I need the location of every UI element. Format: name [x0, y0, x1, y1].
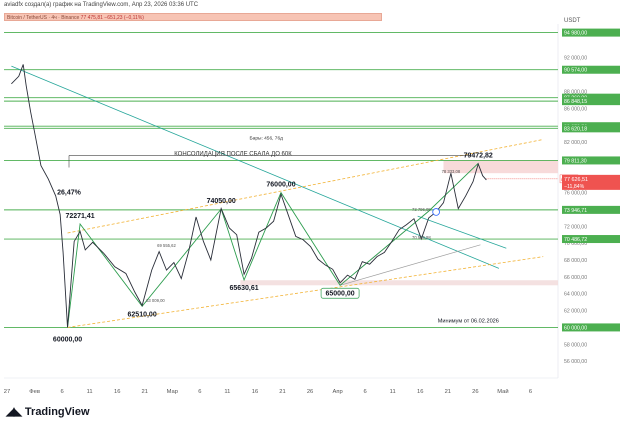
y-tick-label: 62 000,00: [564, 309, 587, 315]
channel-upper-line: [67, 139, 544, 234]
x-tick-label: 6: [529, 389, 532, 395]
wave-zigzag-line: [67, 162, 479, 328]
level-price-label: 83 620,18: [564, 126, 587, 132]
current-price-change: −11,84%: [564, 184, 585, 190]
x-tick-label: 6: [60, 389, 63, 395]
price-annotation: 62510,00: [128, 311, 157, 318]
x-tick-label: Фев: [29, 389, 40, 395]
price-annotation: 76000,00: [266, 182, 295, 189]
x-tick-label: Май: [497, 388, 508, 395]
level-price-label: 73 946,71: [564, 208, 587, 214]
small-price-label: 78 333,08: [442, 169, 461, 174]
price-annotation: 65630,61: [229, 285, 258, 292]
descending-trend-line: [11, 65, 500, 269]
x-tick-label: 21: [142, 389, 148, 395]
y-tick-label: 66 000,00: [564, 275, 587, 281]
y-tick-label: 56 000,00: [564, 359, 587, 365]
tradingview-logo: ◢◣ TradingView: [6, 405, 90, 419]
x-tick-label: 27: [4, 389, 10, 395]
channel-lower-line: [67, 256, 544, 328]
small-price-label: 63 009,00: [146, 298, 165, 303]
current-price-value: 77 626,51: [564, 177, 588, 183]
level-price-tag: [562, 235, 620, 244]
note-label: Бары: 456, 76д: [250, 135, 284, 141]
y-tick-label: 72 000,00: [564, 224, 587, 230]
axis-unit-label: USDT: [564, 18, 581, 24]
x-tick-label: 16: [114, 389, 120, 395]
price-annotation: 60000,00: [53, 336, 82, 343]
x-tick-label: 26: [307, 389, 313, 395]
level-price-tag: [562, 323, 620, 332]
level-price-label: 86 848,15: [564, 99, 587, 105]
x-tick-label: 26: [472, 389, 478, 395]
x-tick-label: 21: [445, 389, 451, 395]
level-price-tag: [562, 124, 620, 133]
resistance-zone: [443, 160, 558, 174]
level-price-tag: [562, 205, 620, 214]
price-annotation: 26,47%: [57, 189, 82, 196]
y-tick-label: 92 000,00: [564, 56, 587, 62]
price-line: [11, 64, 487, 328]
small-price-label: 73 796,05: [412, 207, 431, 212]
y-tick-label: 88 000,00: [564, 89, 587, 95]
y-tick-label: 68 000,00: [564, 258, 587, 264]
signal-marker-icon: [432, 208, 440, 216]
chart-caption: aviadfx создал(а) график на TradingView.…: [4, 2, 199, 8]
x-tick-label: 11: [224, 389, 230, 395]
small-price-label: 69 555,62: [157, 243, 176, 248]
x-tick-label: 11: [87, 389, 93, 395]
x-tick-label: 16: [417, 389, 423, 395]
x-tick-label: 16: [252, 389, 258, 395]
support-zone: [240, 280, 558, 286]
level-price-label: 79 811,30: [564, 158, 587, 164]
symbol-bar[interactable]: Bitcoin / TetherUS · 4ч · Binance 77 475…: [4, 13, 382, 21]
x-tick-label: 11: [390, 389, 396, 395]
x-tick-label: Мар: [167, 389, 178, 395]
level-price-tag: [562, 97, 620, 106]
level-price-label: 94 980,00: [564, 31, 587, 37]
y-tick-label: 58 000,00: [564, 342, 587, 348]
price-annotation: 65000,00: [325, 290, 354, 297]
ohlc-change: 77 475,81 −651,23 (−0,11%): [80, 15, 144, 21]
price-annotation: 72271,41: [65, 213, 94, 220]
price-annotation: 79472,82: [464, 152, 493, 159]
tradingview-mark-icon: ◢◣: [6, 406, 22, 418]
y-tick-label: 70 000,00: [564, 241, 587, 247]
wedge-lower-line: [339, 244, 481, 286]
y-tick-label: 82 000,00: [564, 140, 587, 146]
y-tick-label: 64 000,00: [564, 292, 587, 298]
level-price-label: 90 574,00: [564, 68, 587, 74]
x-tick-label: Апр: [332, 389, 342, 395]
tradingview-wordmark: TradingView: [24, 405, 90, 418]
level-price-label: 60 000,00: [564, 325, 587, 331]
symbol-name: Bitcoin / TetherUS · 4ч · Binance: [7, 15, 80, 21]
trend-line-extension: [417, 215, 507, 249]
y-tick-label: 86 000,00: [564, 106, 587, 112]
note-label: КОНСОЛИДАЦИЯ ПОСЛЕ СБАЛА ДО 60К: [174, 151, 292, 157]
x-tick-label: 6: [198, 389, 201, 395]
level-price-label: 70 486,72: [564, 237, 587, 243]
x-tick-label: 21: [279, 389, 285, 395]
y-tick-label: 76 000,00: [564, 191, 587, 197]
level-price-tag: [562, 156, 620, 165]
level-price-tag: [562, 28, 620, 37]
price-annotation: 74050,00: [207, 198, 236, 205]
x-tick-label: 6: [364, 389, 367, 395]
note-label: Минимум от 06.02.2026: [438, 318, 499, 324]
small-price-label: 70 509,98: [412, 235, 431, 240]
current-price-tag: [562, 174, 620, 190]
level-price-tag: [562, 65, 620, 74]
annotation-box: [320, 287, 360, 299]
